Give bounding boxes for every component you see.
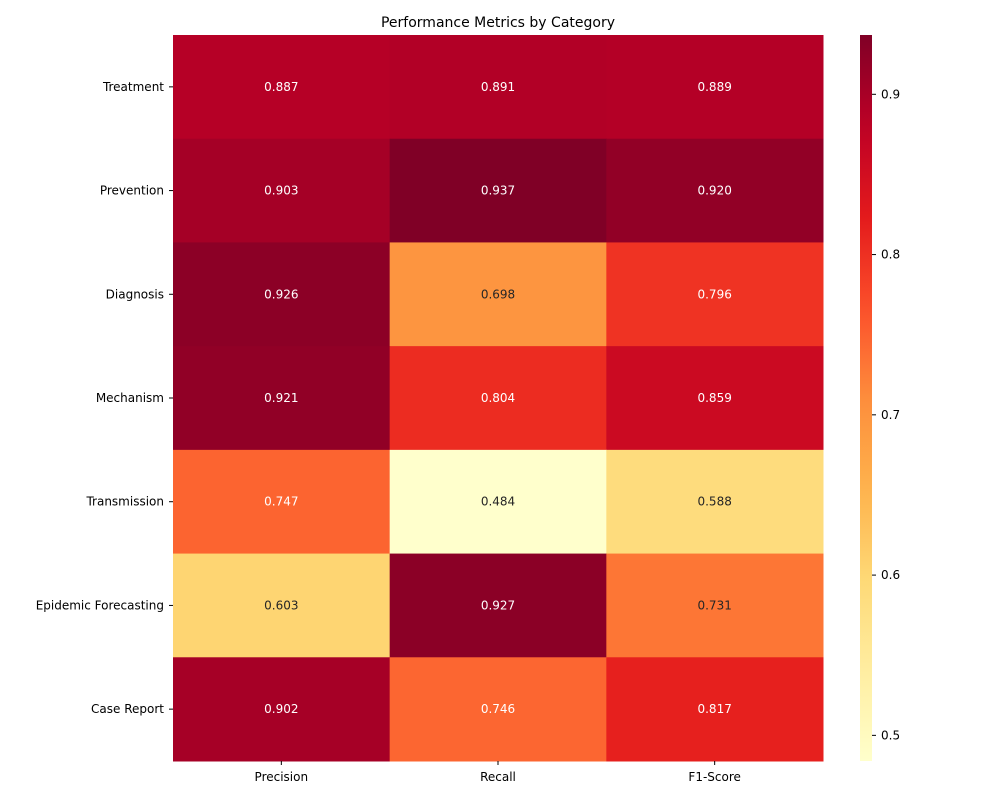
y-tick-label: Prevention xyxy=(100,184,164,198)
y-tick-label: Diagnosis xyxy=(106,287,164,301)
colorbar-tick-label: 0.7 xyxy=(881,408,900,422)
cell-value-label: 0.603 xyxy=(264,598,298,612)
cell-value-label: 0.937 xyxy=(481,184,515,198)
cell-value-label: 0.859 xyxy=(697,391,731,405)
cell-value-label: 0.902 xyxy=(264,702,298,716)
heatmap-cell xyxy=(173,242,391,347)
x-tick-label: Precision xyxy=(255,770,309,784)
y-tick-label: Mechanism xyxy=(96,391,164,405)
cell-value-label: 0.817 xyxy=(697,702,731,716)
heatmap-cell xyxy=(389,449,607,555)
x-tick-label: F1-Score xyxy=(688,770,740,784)
colorbar-tick-label: 0.9 xyxy=(881,87,900,101)
chart-title: Performance Metrics by Category xyxy=(381,15,615,31)
cell-value-label: 0.903 xyxy=(264,184,298,198)
heatmap-cell xyxy=(389,138,607,243)
heatmap-cell xyxy=(173,553,391,658)
cell-value-label: 0.921 xyxy=(264,391,298,405)
cell-value-label: 0.804 xyxy=(481,391,515,405)
cell-value-label: 0.747 xyxy=(264,495,298,509)
y-axis: Treatment Prevention Diagnosis Mechanism Tra… xyxy=(36,80,173,716)
cell-value-label: 0.698 xyxy=(481,287,515,301)
colorbar-tick-label: 0.6 xyxy=(881,568,900,582)
heatmap-cell xyxy=(173,138,391,243)
cell-value-label: 0.731 xyxy=(697,598,731,612)
y-tick-label: Epidemic Forecasting xyxy=(36,598,164,612)
y-tick-label: Case Report xyxy=(91,702,164,716)
heatmap-cell xyxy=(173,449,391,555)
cell-value-label: 0.926 xyxy=(264,287,298,301)
heatmap-cell xyxy=(173,657,391,762)
cell-value-label: 0.920 xyxy=(697,184,731,198)
colorbar-tick-label: 0.8 xyxy=(881,248,900,262)
heatmap-cell xyxy=(389,657,607,762)
cell-value-label: 0.484 xyxy=(481,495,515,509)
heatmap-cell xyxy=(173,346,391,451)
x-axis: Precision Recall F1-Score xyxy=(255,761,741,784)
heatmap-cell xyxy=(606,35,824,140)
cell-value-label: 0.746 xyxy=(481,702,515,716)
heatmap-cell xyxy=(389,242,607,347)
heatmap-cell xyxy=(606,657,824,762)
colorbar-tick-label: 0.5 xyxy=(881,728,900,742)
cell-value-label: 0.588 xyxy=(697,495,731,509)
heatmap-cell xyxy=(606,138,824,243)
colorbar: 0.5 0.6 0.7 0.8 0.9 xyxy=(860,35,900,761)
y-tick-label: Transmission xyxy=(85,495,164,509)
cell-value-label: 0.891 xyxy=(481,80,515,94)
heatmap-cell xyxy=(606,242,824,347)
heatmap-cell xyxy=(389,553,607,658)
heatmap-cells: 0.887 0.891 0.889 0.903 0.937 0.920 0.926 0.698… xyxy=(173,35,824,762)
cell-value-label: 0.889 xyxy=(697,80,731,94)
heatmap-cell xyxy=(606,553,824,658)
x-tick-label: Recall xyxy=(480,770,516,784)
heatmap-cell xyxy=(389,346,607,451)
heatmap-cell xyxy=(606,449,824,555)
cell-value-label: 0.887 xyxy=(264,80,298,94)
heatmap-cell xyxy=(173,35,391,140)
colorbar-gradient xyxy=(860,35,872,761)
heatmap-cell xyxy=(389,35,607,140)
cell-value-label: 0.927 xyxy=(481,598,515,612)
cell-value-label: 0.796 xyxy=(697,287,731,301)
y-tick-label: Treatment xyxy=(102,80,164,94)
heatmap-cell xyxy=(606,346,824,451)
